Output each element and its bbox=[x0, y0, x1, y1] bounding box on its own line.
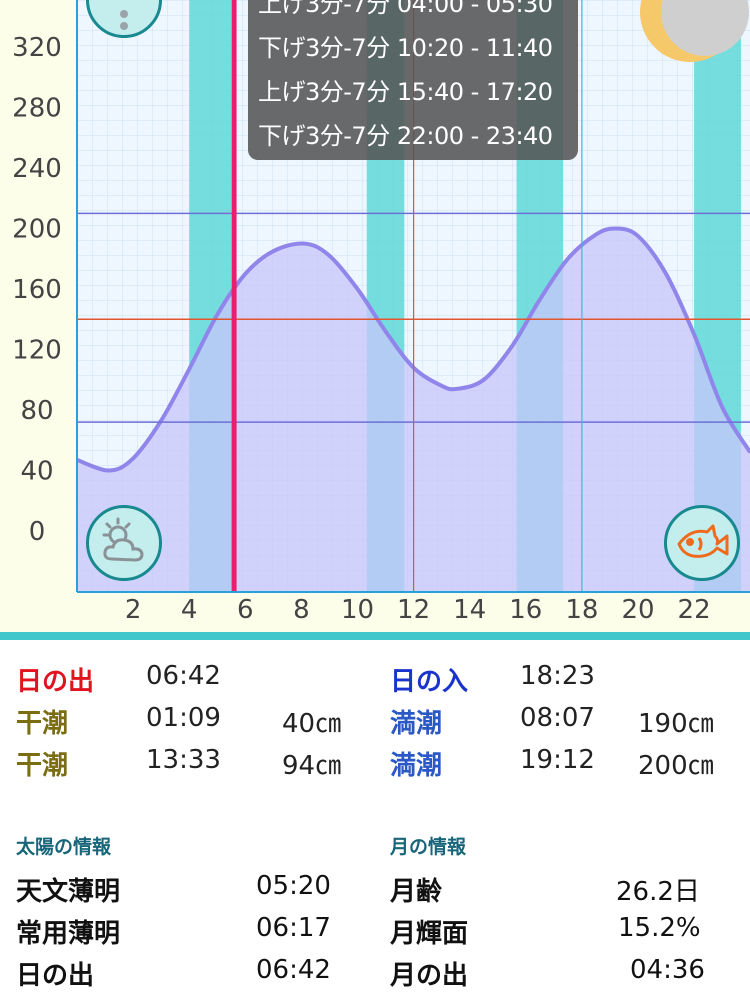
x-tick-label: 18 bbox=[565, 595, 598, 625]
high-tide-time: 19:12 bbox=[520, 745, 595, 775]
y-tick-label: 0 bbox=[29, 517, 46, 547]
high-tide-label: 満潮 bbox=[390, 709, 443, 739]
y-tick-label: 120 bbox=[12, 336, 62, 366]
cloud-sun-icon bbox=[102, 517, 144, 562]
sunset-label: 日の入 bbox=[390, 667, 469, 697]
low-tide-time: 13:33 bbox=[146, 745, 221, 775]
sun-info-label: 天文薄明 bbox=[16, 877, 121, 907]
moon-info-value: 15.2% bbox=[618, 913, 701, 943]
x-tick-label: 2 bbox=[125, 595, 142, 625]
sun-info-label: 日の出 bbox=[16, 961, 95, 991]
high-tide-label: 満潮 bbox=[390, 751, 443, 781]
popup-row: 下げ3分-7分 22:00 - 23:40 bbox=[258, 122, 553, 150]
x-tick-label: 10 bbox=[341, 595, 374, 625]
y-tick-label: 320 bbox=[12, 33, 62, 63]
moon-info-label: 月輝面 bbox=[390, 919, 469, 949]
low-tide-time: 01:09 bbox=[146, 703, 221, 733]
y-tick-label: 40 bbox=[20, 457, 53, 487]
sun-info-value: 05:20 bbox=[256, 871, 331, 901]
low-tide-height: 94㎝ bbox=[282, 751, 342, 781]
high-tide-time: 08:07 bbox=[520, 703, 595, 733]
popup-row: 下げ3分-7分 10:20 - 11:40 bbox=[258, 34, 553, 62]
y-tick-label: 200 bbox=[12, 215, 62, 245]
moon-info-value: 04:36 bbox=[630, 955, 705, 985]
kebab-menu-icon bbox=[120, 10, 128, 30]
y-tick-label: 160 bbox=[12, 275, 62, 305]
x-tick-label: 22 bbox=[678, 595, 711, 625]
low-tide-label: 干潮 bbox=[16, 751, 69, 781]
sunrise-label: 日の出 bbox=[16, 667, 95, 697]
sun-info-title: 太陽の情報 bbox=[16, 836, 112, 858]
moon-info-label: 月齢 bbox=[390, 877, 443, 907]
tide-chart[interactable]: 0 40 80 120 160 200 240 280 320 2 4 6 8 10 12 14 16 18 20… bbox=[0, 0, 750, 632]
high-tide-height: 200㎝ bbox=[638, 751, 714, 781]
x-tick-label: 8 bbox=[293, 595, 310, 625]
popup-row: 上げ3分-7分 04:00 - 05:30 bbox=[258, 0, 553, 18]
y-tick-label: 240 bbox=[12, 154, 62, 184]
sunset-time: 18:23 bbox=[520, 661, 595, 691]
moon-phase-icon[interactable] bbox=[640, 0, 749, 62]
sunrise-time: 06:42 bbox=[146, 661, 221, 691]
fish-icon bbox=[677, 524, 729, 558]
x-tick-label: 16 bbox=[509, 595, 542, 625]
x-tick-label: 4 bbox=[181, 595, 198, 625]
moon-info-value: 26.2日 bbox=[616, 877, 700, 907]
x-tick-label: 20 bbox=[621, 595, 654, 625]
y-tick-label: 80 bbox=[20, 396, 53, 426]
weather-button[interactable] bbox=[86, 505, 162, 581]
sun-info-value: 06:17 bbox=[256, 913, 331, 943]
y-tick-label: 280 bbox=[12, 94, 62, 124]
moon-info-label: 月の出 bbox=[390, 961, 469, 991]
sun-info-label: 常用薄明 bbox=[16, 919, 121, 949]
popup-row: 上げ3分-7分 15:40 - 17:20 bbox=[258, 78, 553, 106]
x-tick-label: 14 bbox=[453, 595, 486, 625]
moon-info-title: 月の情報 bbox=[390, 836, 467, 858]
low-tide-height: 40㎝ bbox=[282, 709, 342, 739]
low-tide-label: 干潮 bbox=[16, 709, 69, 739]
high-tide-height: 190㎝ bbox=[638, 709, 714, 739]
tide-line bbox=[77, 226, 750, 473]
tide-window-popup: 上げ3分-7分 04:00 - 05:30 下げ3分-7分 10:20 - 11… bbox=[248, 0, 578, 160]
x-tick-label: 12 bbox=[397, 595, 430, 625]
x-tick-label: 6 bbox=[237, 595, 254, 625]
sun-info-value: 06:42 bbox=[256, 955, 331, 985]
section-divider bbox=[0, 632, 750, 640]
fishing-button[interactable] bbox=[664, 505, 740, 581]
